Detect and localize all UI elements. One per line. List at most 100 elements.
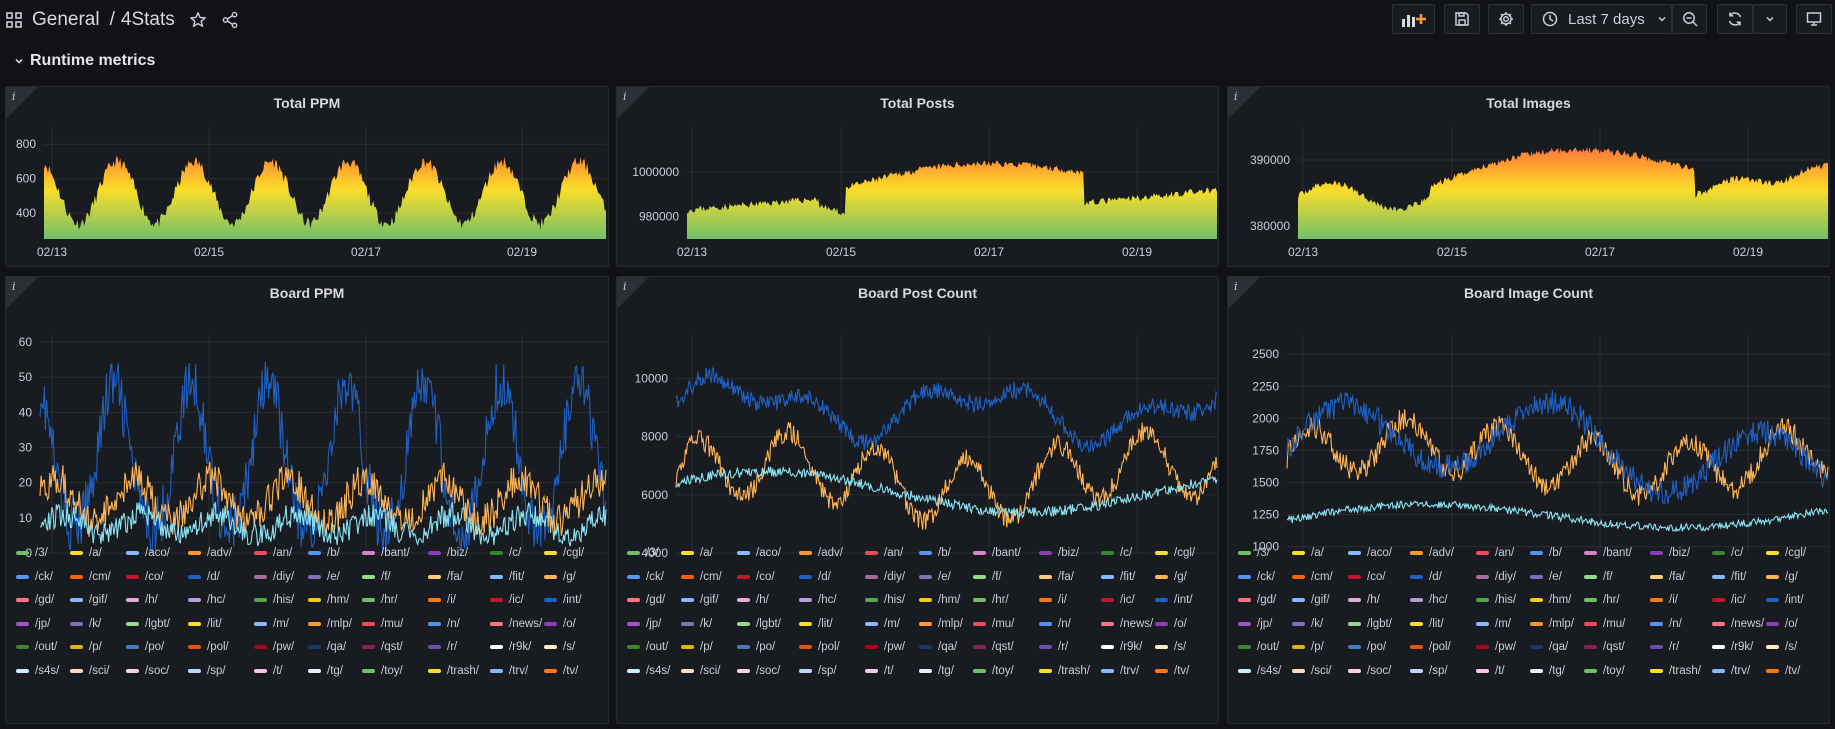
legend-item[interactable]: /k/ — [70, 618, 101, 630]
legend-item[interactable]: /an/ — [1476, 547, 1514, 559]
legend-item[interactable]: /r9k/ — [1101, 641, 1142, 653]
legend-item[interactable]: /news/ — [1712, 618, 1764, 630]
legend-item[interactable]: /cm/ — [1292, 571, 1333, 583]
panel-title[interactable]: Total PPM — [273, 95, 341, 111]
legend-item[interactable]: /soc/ — [737, 665, 780, 677]
legend-item[interactable]: /fit/ — [1712, 571, 1746, 583]
legend-item[interactable]: /adv/ — [188, 547, 232, 559]
legend-item[interactable]: /t/ — [254, 665, 283, 677]
legend-item[interactable]: /lgbt/ — [737, 618, 781, 630]
legend-item[interactable]: /s/ — [1766, 641, 1797, 653]
legend-item[interactable]: /diy/ — [254, 571, 294, 583]
info-icon[interactable]: i — [12, 90, 16, 103]
legend-item[interactable]: /tv/ — [1766, 665, 1800, 677]
legend-item[interactable]: /n/ — [428, 618, 460, 630]
legend-item[interactable]: /e/ — [919, 571, 951, 583]
legend-item[interactable]: /e/ — [308, 571, 340, 583]
legend-item[interactable]: /bant/ — [973, 547, 1021, 559]
legend-item[interactable]: /qa/ — [919, 641, 957, 653]
legend-item[interactable]: /sp/ — [799, 665, 837, 677]
legend-item[interactable]: /p/ — [681, 641, 713, 653]
legend-item[interactable]: /trash/ — [428, 665, 479, 677]
legend-item[interactable]: /s/ — [1155, 641, 1186, 653]
info-icon[interactable]: i — [623, 90, 627, 103]
legend-item[interactable]: /tg/ — [919, 665, 954, 677]
legend-item[interactable]: /gif/ — [681, 594, 719, 606]
legend-item[interactable]: /k/ — [1292, 618, 1323, 630]
time-range-picker[interactable]: Last 7 days — [1531, 4, 1672, 34]
legend-item[interactable]: /mu/ — [362, 618, 403, 630]
refresh-button[interactable] — [1717, 4, 1753, 34]
legend-item[interactable]: /lit/ — [799, 618, 833, 630]
legend-item[interactable]: /hc/ — [799, 594, 837, 606]
legend-item[interactable]: /po/ — [1348, 641, 1386, 653]
legend-item[interactable]: /r/ — [428, 641, 457, 653]
legend-item[interactable]: /c/ — [1101, 547, 1132, 559]
legend-item[interactable]: /hm/ — [919, 594, 960, 606]
legend-item[interactable]: /s4s/ — [1238, 665, 1281, 677]
legend-item[interactable]: /sp/ — [1410, 665, 1448, 677]
save-dashboard-button[interactable] — [1444, 4, 1480, 34]
legend-item[interactable]: /adv/ — [1410, 547, 1454, 559]
legend-item[interactable]: /an/ — [865, 547, 903, 559]
legend-item[interactable]: /fit/ — [1101, 571, 1135, 583]
legend-item[interactable]: /trv/ — [1101, 665, 1139, 677]
legend-item[interactable]: /pol/ — [799, 641, 840, 653]
info-icon[interactable]: i — [623, 280, 627, 293]
info-icon[interactable]: i — [1234, 90, 1238, 103]
legend-item[interactable]: /jp/ — [16, 618, 50, 630]
legend-item[interactable]: /int/ — [1155, 594, 1193, 606]
legend-item[interactable]: /mlp/ — [919, 618, 963, 630]
legend-item[interactable]: /p/ — [70, 641, 102, 653]
legend-item[interactable]: /mu/ — [973, 618, 1014, 630]
panel-title[interactable]: Board PPM — [269, 285, 345, 301]
view-mode-button[interactable] — [1796, 4, 1832, 34]
legend-item[interactable]: /pw/ — [254, 641, 294, 653]
legend-item[interactable]: /out/ — [627, 641, 668, 653]
legend-item[interactable]: /hm/ — [1530, 594, 1571, 606]
legend-item[interactable]: /out/ — [1238, 641, 1279, 653]
legend-item[interactable]: /c/ — [490, 547, 521, 559]
legend-item[interactable]: /gif/ — [1292, 594, 1330, 606]
legend-item[interactable]: /ic/ — [1712, 594, 1746, 606]
legend-item[interactable]: /h/ — [737, 594, 769, 606]
legend-item[interactable]: /int/ — [1766, 594, 1804, 606]
legend-item[interactable]: /o/ — [1155, 618, 1187, 630]
legend-item[interactable]: /biz/ — [428, 547, 468, 559]
legend-item[interactable]: /d/ — [1410, 571, 1442, 583]
panel-title[interactable]: Total Images — [1486, 95, 1571, 111]
legend-item[interactable]: /ic/ — [1101, 594, 1135, 606]
board-image-count-chart[interactable]: 100012501500175020002250250002/1302/1502… — [1228, 277, 1830, 557]
legend-item[interactable]: /hc/ — [188, 594, 226, 606]
legend-item[interactable]: /trv/ — [490, 665, 528, 677]
legend-item[interactable]: /sp/ — [188, 665, 226, 677]
panel-total-images[interactable]: i Total Images 380000 390000 02/13 02/15 02/… — [1227, 86, 1830, 267]
panel-title[interactable]: Board Image Count — [1463, 285, 1594, 301]
legend-item[interactable]: /toy/ — [1584, 665, 1625, 677]
legend-item[interactable]: /biz/ — [1039, 547, 1079, 559]
panel-board-image-count[interactable]: i Board Image Count 1000 1250 1500 1750 2000… — [1227, 276, 1830, 724]
legend-item[interactable]: /bant/ — [1584, 547, 1632, 559]
legend-item[interactable]: /po/ — [737, 641, 775, 653]
legend-item[interactable]: /adv/ — [799, 547, 843, 559]
legend-item[interactable]: /s4s/ — [16, 665, 59, 677]
add-panel-button[interactable] — [1392, 4, 1435, 34]
legend-item[interactable]: /a/ — [1292, 547, 1324, 559]
legend-item[interactable]: /cgl/ — [1766, 547, 1806, 559]
legend-item[interactable]: /pw/ — [1476, 641, 1516, 653]
breadcrumb-folder[interactable]: General — [32, 9, 100, 30]
panel-total-ppm[interactable]: i Total PPM 400 600 800 02/13 02/15 02/17 02/1… — [5, 86, 609, 267]
info-icon[interactable]: i — [1234, 280, 1238, 293]
legend-item[interactable]: /sci/ — [681, 665, 720, 677]
legend-item[interactable]: /p/ — [1292, 641, 1324, 653]
legend-item[interactable]: /int/ — [544, 594, 582, 606]
legend-item[interactable]: /o/ — [1766, 618, 1798, 630]
legend-item[interactable]: /gd/ — [1238, 594, 1276, 606]
legend-item[interactable]: /lgbt/ — [1348, 618, 1392, 630]
legend-item[interactable]: /trash/ — [1039, 665, 1090, 677]
panel-board-post-count[interactable]: i Board Post Count 4000600080001000002/1… — [616, 276, 1219, 724]
legend-item[interactable]: /m/ — [1476, 618, 1511, 630]
legend-item[interactable]: /soc/ — [126, 665, 169, 677]
legend-item[interactable]: /his/ — [254, 594, 294, 606]
legend-item[interactable]: /b/ — [1530, 547, 1562, 559]
